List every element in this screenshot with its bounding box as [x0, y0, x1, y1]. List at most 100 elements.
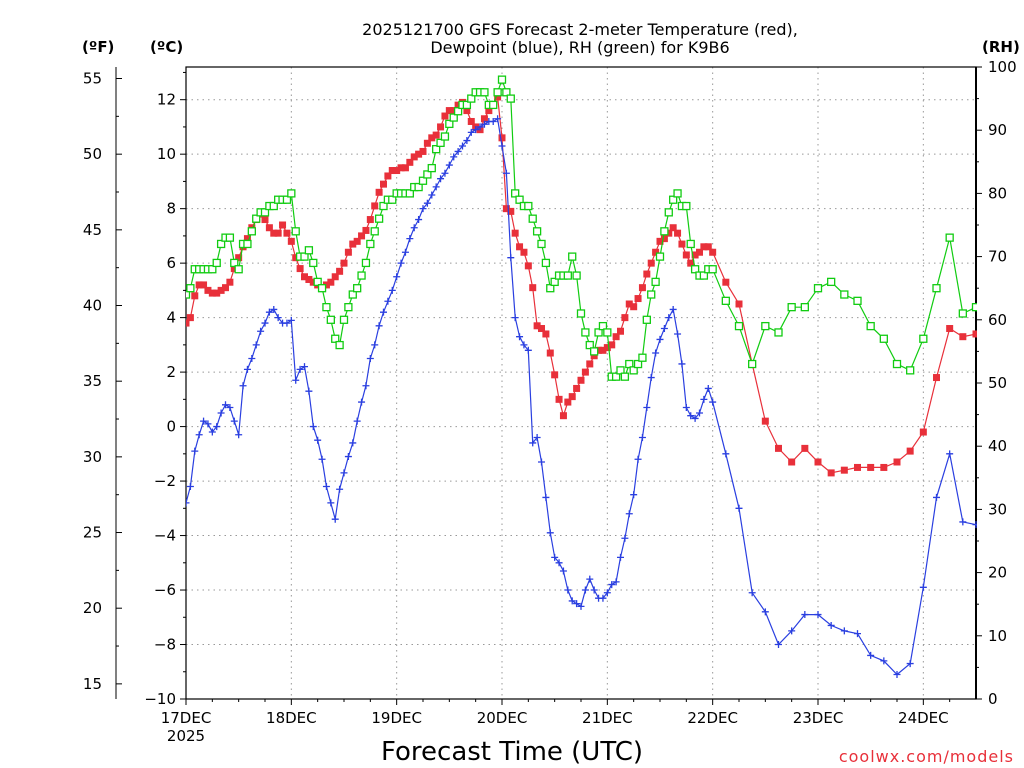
- rh-point: [300, 252, 309, 261]
- dewpoint-point: [283, 319, 291, 327]
- temperature-point: [674, 229, 682, 237]
- temperature-point: [520, 248, 528, 256]
- temperature-point: [261, 216, 269, 224]
- temperature-point: [533, 322, 541, 330]
- dewpoint-point: [239, 382, 247, 390]
- temperature-point: [546, 349, 554, 357]
- rh-point: [186, 284, 195, 293]
- dewpoint-point: [340, 469, 348, 477]
- temperature-point: [656, 237, 664, 245]
- celsius-tick-label: −6: [154, 581, 176, 599]
- dewpoint-point: [801, 611, 809, 619]
- temperature-point: [516, 243, 524, 251]
- rh-point: [537, 239, 546, 249]
- rh-point: [467, 94, 476, 103]
- rh-point: [616, 366, 625, 375]
- fahrenheit-tick-label: 45: [83, 221, 102, 239]
- rh-point: [585, 340, 594, 350]
- temperature-point: [292, 254, 300, 262]
- temperature-point: [480, 115, 488, 123]
- temperature-point: [638, 284, 646, 292]
- temperature-point: [336, 267, 344, 275]
- dewpoint-point: [608, 581, 616, 589]
- dewpoint-point: [243, 365, 251, 373]
- temperature-point: [621, 314, 629, 322]
- temperature-point: [933, 374, 940, 382]
- temperature-point: [590, 352, 598, 360]
- temperature-point: [652, 248, 660, 256]
- x-tick-label: 17DEC: [161, 709, 212, 727]
- dewpoint-point: [669, 305, 677, 313]
- rh-point: [216, 239, 226, 249]
- rh-point: [225, 233, 235, 242]
- dewpoint-point: [827, 621, 835, 629]
- x-tick-label: 23DEC: [793, 709, 844, 727]
- celsius-tick-label: 0: [166, 418, 176, 436]
- rh-point: [445, 119, 454, 129]
- rh-point: [339, 315, 349, 324]
- dewpoint-point: [647, 374, 655, 382]
- dewpoint-point: [349, 439, 357, 447]
- dewpoint-point: [230, 417, 238, 425]
- temperature-point: [463, 107, 471, 115]
- fahrenheit-tick-label: 40: [83, 297, 102, 315]
- temperature-point: [494, 93, 502, 101]
- dewpoint-point: [419, 205, 427, 213]
- dewpoint-point: [551, 553, 559, 561]
- fahrenheit-tick-label: 35: [83, 372, 102, 390]
- dewpoint-point: [344, 453, 352, 461]
- rh-tick-label: 20: [988, 564, 1007, 582]
- rh-point: [489, 100, 498, 110]
- rh-point: [282, 195, 292, 204]
- rh-point: [331, 334, 340, 343]
- dewpoint-point: [678, 360, 686, 368]
- dewpoint-point: [933, 493, 940, 501]
- temperature-point: [617, 327, 624, 335]
- dewpoint-point: [204, 420, 212, 428]
- dewpoint-point: [494, 115, 502, 123]
- temperature-point: [507, 207, 515, 215]
- rh-point: [462, 100, 472, 110]
- dewpoint-point: [480, 120, 488, 128]
- rh-point: [813, 284, 823, 293]
- rh-tick-label: 50: [988, 374, 1007, 392]
- temperature-point: [700, 243, 708, 251]
- dewpoint-point: [235, 431, 243, 439]
- temperature-point: [854, 463, 861, 471]
- temperature-point: [573, 384, 581, 392]
- rh-point: [866, 321, 875, 331]
- dewpoint-point: [691, 414, 699, 422]
- temperature-point: [524, 262, 532, 270]
- temperature-point: [270, 229, 278, 237]
- temperature-line: [186, 95, 977, 474]
- rh-point: [581, 328, 590, 337]
- dewpoint-point: [590, 586, 598, 594]
- temperature-point: [384, 172, 392, 180]
- rh-point: [550, 277, 559, 287]
- fahrenheit-tick-label: 25: [83, 524, 102, 542]
- rh-point: [629, 366, 638, 375]
- temperature-point: [827, 469, 835, 477]
- temperature-point: [186, 314, 194, 322]
- temperature-point: [393, 167, 401, 175]
- x-tick-label: 21DEC: [582, 709, 633, 727]
- rh-point: [840, 290, 849, 299]
- temperature-point: [735, 300, 743, 308]
- temperature-point: [906, 447, 914, 455]
- temperature-point: [608, 341, 616, 349]
- dewpoint-point: [612, 578, 620, 586]
- temperature-point: [388, 167, 396, 175]
- rh-point: [357, 271, 366, 280]
- dewpoint-point: [880, 657, 888, 665]
- dewpoint-point: [428, 191, 436, 199]
- temperature-point: [788, 458, 796, 466]
- dewpoint-point: [573, 600, 581, 608]
- dewpoint-point: [445, 161, 453, 169]
- rh-point: [427, 163, 436, 173]
- temperature-point: [344, 248, 352, 256]
- dewpoint-point: [489, 117, 497, 125]
- temperature-point: [511, 229, 519, 237]
- dewpoint-point: [191, 447, 199, 455]
- dewpoint-point: [388, 286, 396, 294]
- rh-tick-label: 60: [988, 311, 1007, 329]
